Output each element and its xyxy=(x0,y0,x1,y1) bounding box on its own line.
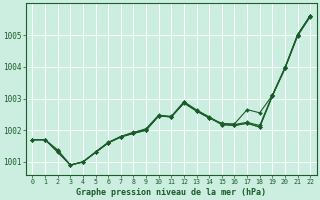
X-axis label: Graphe pression niveau de la mer (hPa): Graphe pression niveau de la mer (hPa) xyxy=(76,188,266,197)
